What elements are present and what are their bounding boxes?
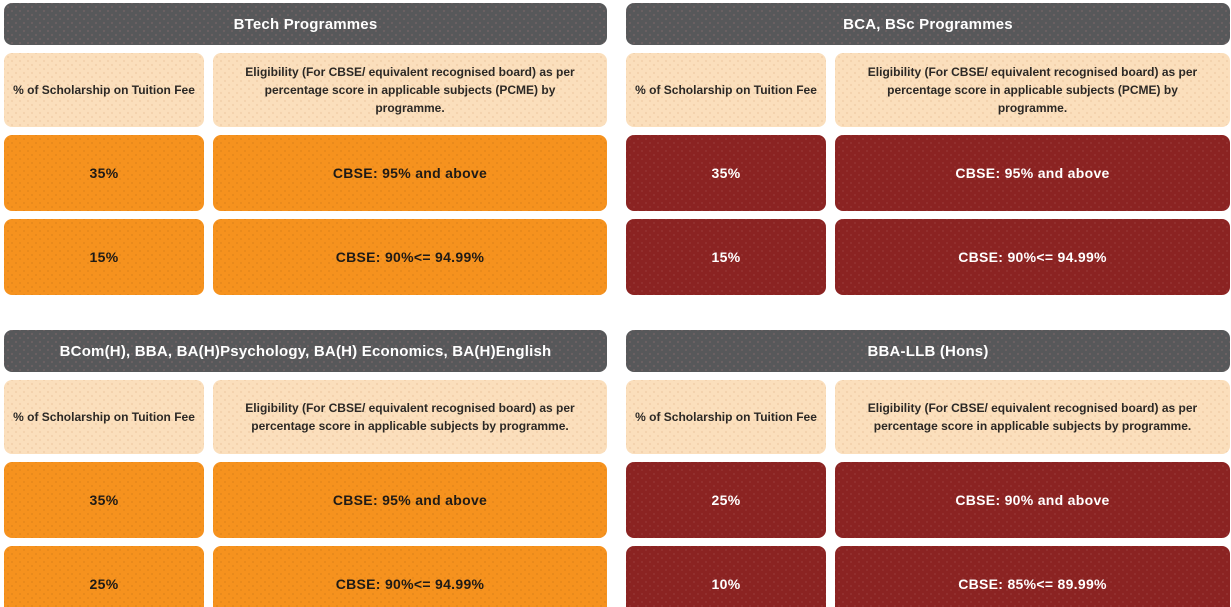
- scholarship-value-cell: 15%: [626, 219, 826, 295]
- table-row: 15% CBSE: 90%<= 94.99%: [4, 219, 607, 295]
- table-row: 35% CBSE: 95% and above: [626, 135, 1230, 211]
- eligibility-header-cell: Eligibility (For CBSE/ equivalent recogn…: [213, 380, 607, 454]
- scholarship-value-cell: 25%: [626, 462, 826, 538]
- table-row: 15% CBSE: 90%<= 94.99%: [626, 219, 1230, 295]
- section-title-bar: BCom(H), BBA, BA(H)Psychology, BA(H) Eco…: [4, 330, 607, 372]
- scholarship-value-cell: 15%: [4, 219, 204, 295]
- section-title: BCom(H), BBA, BA(H)Psychology, BA(H) Eco…: [59, 342, 552, 360]
- eligibility-value-cell: CBSE: 85%<= 89.99%: [835, 546, 1230, 607]
- section-title-bar: BCA, BSc Programmes: [626, 3, 1230, 45]
- section-title: BTech Programmes: [233, 15, 378, 33]
- section-title-bar: BTech Programmes: [4, 3, 607, 45]
- table-row: 35% CBSE: 95% and above: [4, 135, 607, 211]
- eligibility-header-cell: Eligibility (For CBSE/ equivalent recogn…: [213, 53, 607, 127]
- eligibility-header-cell: Eligibility (For CBSE/ equivalent recogn…: [835, 53, 1230, 127]
- table-header-row: % of Scholarship on Tuition Fee Eligibil…: [4, 380, 607, 454]
- eligibility-value-cell: CBSE: 90%<= 94.99%: [213, 546, 607, 607]
- scholarship-value-cell: 25%: [4, 546, 204, 607]
- eligibility-value-cell: CBSE: 90% and above: [835, 462, 1230, 538]
- scholarship-header-cell: % of Scholarship on Tuition Fee: [4, 53, 204, 127]
- section-bba-llb-hons: BBA-LLB (Hons) % of Scholarship on Tuiti…: [626, 330, 1230, 607]
- table-header-row: % of Scholarship on Tuition Fee Eligibil…: [4, 53, 607, 127]
- section-btech-programmes: BTech Programmes % of Scholarship on Tui…: [4, 3, 607, 303]
- eligibility-value-cell: CBSE: 95% and above: [213, 135, 607, 211]
- table-header-row: % of Scholarship on Tuition Fee Eligibil…: [626, 380, 1230, 454]
- scholarship-value-cell: 10%: [626, 546, 826, 607]
- scholarship-header-cell: % of Scholarship on Tuition Fee: [4, 380, 204, 454]
- section-title: BCA, BSc Programmes: [843, 15, 1013, 33]
- table-header-row: % of Scholarship on Tuition Fee Eligibil…: [626, 53, 1230, 127]
- eligibility-value-cell: CBSE: 90%<= 94.99%: [835, 219, 1230, 295]
- table-row: 25% CBSE: 90%<= 94.99%: [4, 546, 607, 607]
- section-bcom-bba-ba-programmes: BCom(H), BBA, BA(H)Psychology, BA(H) Eco…: [4, 330, 607, 607]
- scholarship-value-cell: 35%: [4, 462, 204, 538]
- scholarship-value-cell: 35%: [626, 135, 826, 211]
- scholarship-value-cell: 35%: [4, 135, 204, 211]
- table-row: 10% CBSE: 85%<= 89.99%: [626, 546, 1230, 607]
- eligibility-value-cell: CBSE: 95% and above: [213, 462, 607, 538]
- section-title-bar: BBA-LLB (Hons): [626, 330, 1230, 372]
- section-title: BBA-LLB (Hons): [867, 342, 989, 360]
- eligibility-header-cell: Eligibility (For CBSE/ equivalent recogn…: [835, 380, 1230, 454]
- table-row: 25% CBSE: 90% and above: [626, 462, 1230, 538]
- eligibility-value-cell: CBSE: 90%<= 94.99%: [213, 219, 607, 295]
- section-bca-bsc-programmes: BCA, BSc Programmes % of Scholarship on …: [626, 3, 1230, 303]
- eligibility-value-cell: CBSE: 95% and above: [835, 135, 1230, 211]
- table-row: 35% CBSE: 95% and above: [4, 462, 607, 538]
- scholarship-header-cell: % of Scholarship on Tuition Fee: [626, 53, 826, 127]
- scholarship-header-cell: % of Scholarship on Tuition Fee: [626, 380, 826, 454]
